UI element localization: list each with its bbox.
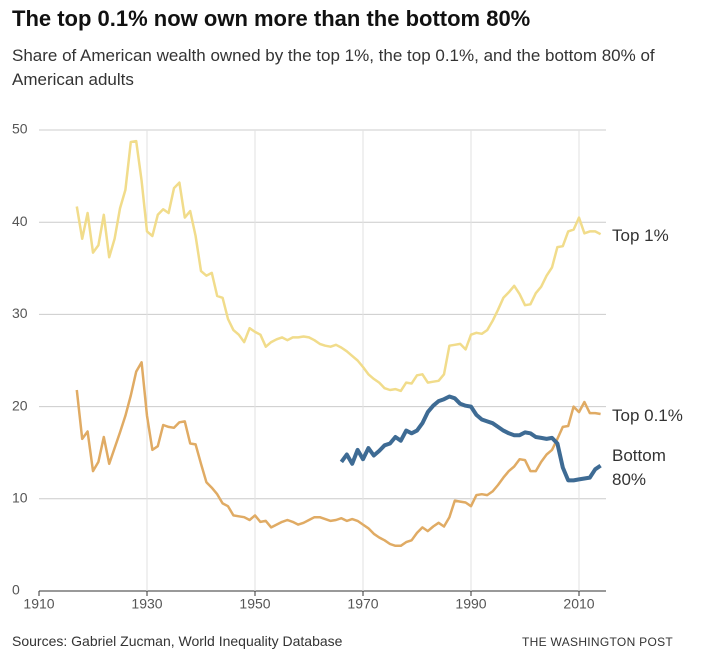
series-line (339, 394, 602, 483)
x-tick-label: 1990 (455, 596, 486, 612)
x-tick-label: 1930 (131, 596, 162, 612)
chart-subtitle: Share of American wealth owned by the to… (12, 46, 655, 89)
y-tick-label: 0 (12, 582, 20, 598)
x-tick-label: 2010 (563, 596, 594, 612)
y-tick-label: 20 (12, 397, 28, 413)
x-tick-label: 1910 (23, 596, 54, 612)
credit: THE WASHINGTON POST (522, 635, 674, 649)
series-label: Bottom 80% (612, 445, 666, 489)
source-note: Sources: Gabriel Zucman, World Inequalit… (12, 633, 343, 649)
y-tick-label: 10 (12, 490, 28, 506)
x-tick-label: 1950 (239, 596, 270, 612)
chart-title: The top 0.1% now own more than the botto… (12, 6, 531, 31)
y-tick-label: 50 (12, 121, 28, 137)
x-tick-label: 1970 (347, 596, 378, 612)
series-label: Top 1% (612, 226, 669, 246)
series-line (75, 361, 601, 548)
series-line (75, 139, 602, 393)
series-label: Top 0.1% (612, 405, 683, 425)
y-tick-label: 40 (12, 213, 28, 229)
y-tick-label: 30 (12, 305, 28, 321)
